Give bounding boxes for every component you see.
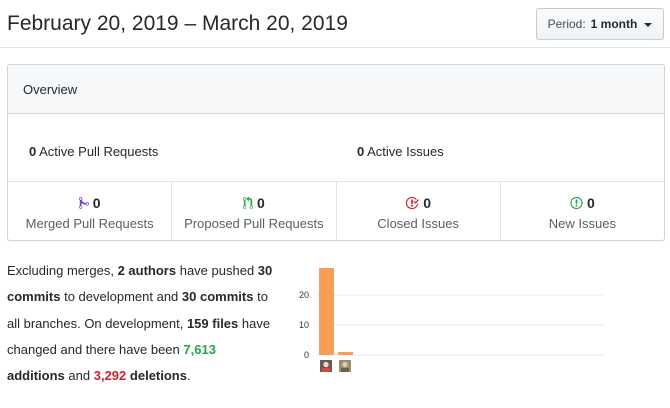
stat-merged-pull-requests[interactable]: 0 Merged Pull Requests xyxy=(8,182,173,240)
summary-text: to development and xyxy=(64,289,179,305)
overview-title: Overview xyxy=(23,82,78,97)
active-issues-count: 0 xyxy=(357,144,365,159)
active-issues-label: Active Issues xyxy=(367,144,444,159)
active-pull-requests-link[interactable]: 0 Active Pull Requests xyxy=(29,144,158,159)
deletions-word: deletions xyxy=(129,368,187,384)
commits-all-branches: 30 commits xyxy=(181,289,254,305)
avatar-author-1[interactable] xyxy=(320,360,332,372)
period-dropdown-button[interactable]: Period: 1 month xyxy=(536,8,664,40)
deletions-count: 3,292 xyxy=(93,368,127,384)
bar-author-2[interactable] xyxy=(338,352,353,355)
period-value: 1 month xyxy=(590,17,638,31)
stat-new-issues[interactable]: 0 New Issues xyxy=(501,182,664,240)
overview-box: Overview 0 Active Pull Requests 0 Active… xyxy=(7,64,665,241)
summary-text: and xyxy=(68,368,91,384)
stat-label: Closed Issues xyxy=(377,216,459,231)
page-header: February 20, 2019 – March 20, 2019 Perio… xyxy=(0,0,670,48)
overview-header: Overview xyxy=(8,65,664,114)
summary-text: Excluding merges, xyxy=(7,263,114,278)
active-pull-requests-label: Active Pull Requests xyxy=(39,144,159,159)
page-title: February 20, 2019 – March 20, 2019 xyxy=(7,12,348,35)
period-label: Period: xyxy=(547,17,586,31)
commit-summary: Excluding merges, 2 authors have pushed … xyxy=(7,258,277,389)
bar-author-1[interactable] xyxy=(319,268,334,355)
commits-development: 30 commits xyxy=(7,263,273,305)
y-tick-label: 10 xyxy=(299,320,309,330)
y-tick-label: 20 xyxy=(299,290,309,300)
stat-closed-issues[interactable]: 0 Closed Issues xyxy=(337,182,501,240)
stat-count: 0 xyxy=(423,194,432,211)
stat-count: 0 xyxy=(256,194,265,211)
author-commits-chart: 0 10 20 xyxy=(299,268,605,372)
stat-proposed-pull-requests[interactable]: 0 Proposed Pull Requests xyxy=(172,182,337,240)
stat-count: 0 xyxy=(586,194,595,211)
summary-text: to all branches. On development, xyxy=(7,289,268,331)
avatar-author-2[interactable] xyxy=(339,360,351,372)
issue-opened-icon xyxy=(570,196,583,209)
stat-label: New Issues xyxy=(548,216,616,231)
active-pull-requests-count: 0 xyxy=(29,144,37,159)
active-issues-link[interactable]: 0 Active Issues xyxy=(357,144,444,159)
git-pull-request-icon xyxy=(242,195,253,209)
summary-text: . xyxy=(186,368,191,384)
active-summary-row: 0 Active Pull Requests 0 Active Issues xyxy=(8,114,664,182)
git-merge-icon xyxy=(78,196,89,209)
y-tick-label: 0 xyxy=(304,350,309,360)
stat-count: 0 xyxy=(92,194,101,211)
issue-closed-icon xyxy=(406,196,420,209)
files-changed: 159 files xyxy=(186,315,239,331)
summary-text: have pushed xyxy=(179,263,255,278)
additions-word: additions xyxy=(7,368,65,384)
authors-count: 2 authors xyxy=(117,263,177,278)
stat-label: Proposed Pull Requests xyxy=(184,216,324,231)
summary-text: have changed and there have been xyxy=(7,315,271,357)
stat-label: Merged Pull Requests xyxy=(25,216,154,231)
caret-down-icon xyxy=(644,22,653,27)
additions-count: 7,613 xyxy=(183,341,216,357)
stats-row: 0 Merged Pull Requests 0 Proposed Pull R… xyxy=(8,182,664,240)
